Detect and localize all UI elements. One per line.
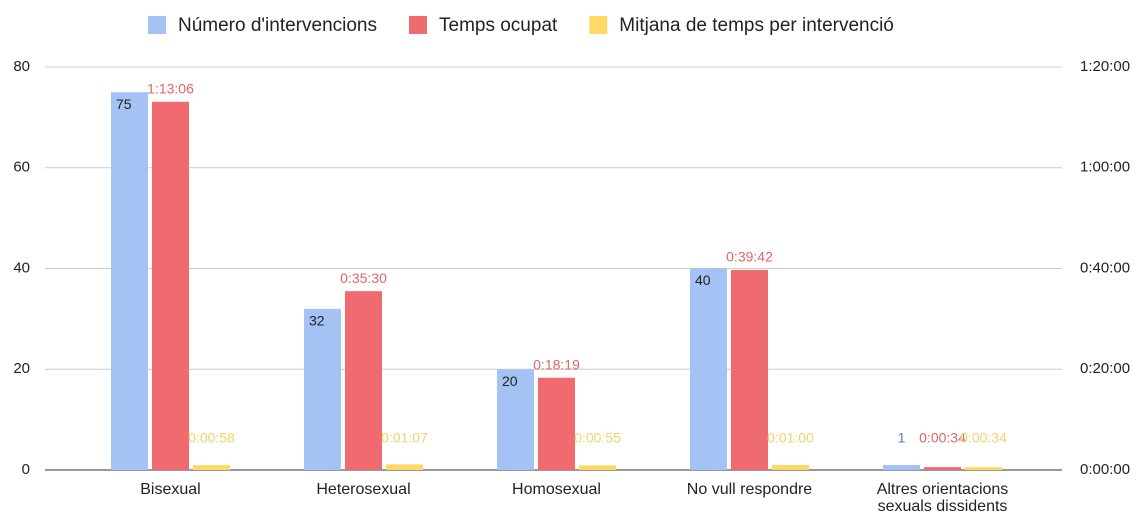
bar bbox=[965, 467, 1002, 470]
legend-swatch bbox=[148, 16, 166, 34]
data-label: 1:13:06 bbox=[147, 80, 194, 96]
legend-label: Temps ocupat bbox=[439, 15, 558, 36]
bar bbox=[538, 377, 575, 470]
y-tick-label: 40 bbox=[13, 259, 30, 276]
bar bbox=[111, 92, 148, 470]
bar bbox=[386, 464, 423, 470]
y2-tick-label: 1:20:00 bbox=[1080, 58, 1130, 75]
legend-label: Número d'intervencions bbox=[178, 15, 377, 36]
bar bbox=[304, 308, 341, 470]
data-label: 0:35:30 bbox=[340, 270, 387, 286]
data-label: 0:01:07 bbox=[381, 430, 428, 446]
y2-tick-label: 1:00:00 bbox=[1080, 159, 1130, 176]
data-label: 1 bbox=[898, 430, 906, 446]
y2-tick-label: 0:00:00 bbox=[1080, 461, 1130, 478]
legend-swatch bbox=[589, 16, 608, 34]
bar bbox=[152, 101, 189, 470]
data-label: 0:18:19 bbox=[533, 356, 580, 372]
bar bbox=[193, 465, 230, 470]
bar bbox=[924, 467, 961, 470]
legend-swatch bbox=[409, 16, 427, 34]
bar bbox=[345, 291, 382, 470]
data-label: 0:01:00 bbox=[767, 430, 814, 446]
y-tick-label: 0 bbox=[22, 461, 30, 478]
y2-tick-label: 0:40:00 bbox=[1080, 259, 1130, 276]
x-tick-label: No vull respondre bbox=[686, 481, 813, 498]
data-label: 0:00:55 bbox=[574, 430, 621, 446]
bar bbox=[731, 270, 768, 470]
y-tick-label: 80 bbox=[13, 58, 30, 75]
bar bbox=[497, 369, 534, 470]
bar bbox=[579, 465, 616, 470]
bar bbox=[772, 464, 809, 470]
data-label: 32 bbox=[309, 313, 325, 329]
bar bbox=[690, 268, 727, 470]
data-label: 0:00:34 bbox=[960, 430, 1007, 446]
y-tick-label: 20 bbox=[13, 360, 30, 377]
x-tick-label: Homosexual bbox=[512, 481, 601, 498]
x-tick-label: Heterosexual bbox=[316, 481, 411, 498]
bar bbox=[883, 464, 920, 470]
y-tick-label: 60 bbox=[13, 159, 30, 176]
data-label: 20 bbox=[502, 373, 518, 389]
data-label: 40 bbox=[695, 272, 711, 288]
y2-tick-label: 0:20:00 bbox=[1080, 360, 1130, 377]
data-label: 0:39:42 bbox=[726, 249, 773, 265]
data-label: 75 bbox=[116, 96, 132, 112]
legend-label: Mitjana de temps per intervenció bbox=[619, 15, 894, 36]
x-tick-label: Bisexual bbox=[140, 481, 201, 498]
data-label: 0:00:34 bbox=[919, 430, 966, 446]
x-tick-label: Altres orientacions sexuals dissidents bbox=[876, 481, 1009, 513]
data-label: 0:00:58 bbox=[188, 430, 235, 446]
